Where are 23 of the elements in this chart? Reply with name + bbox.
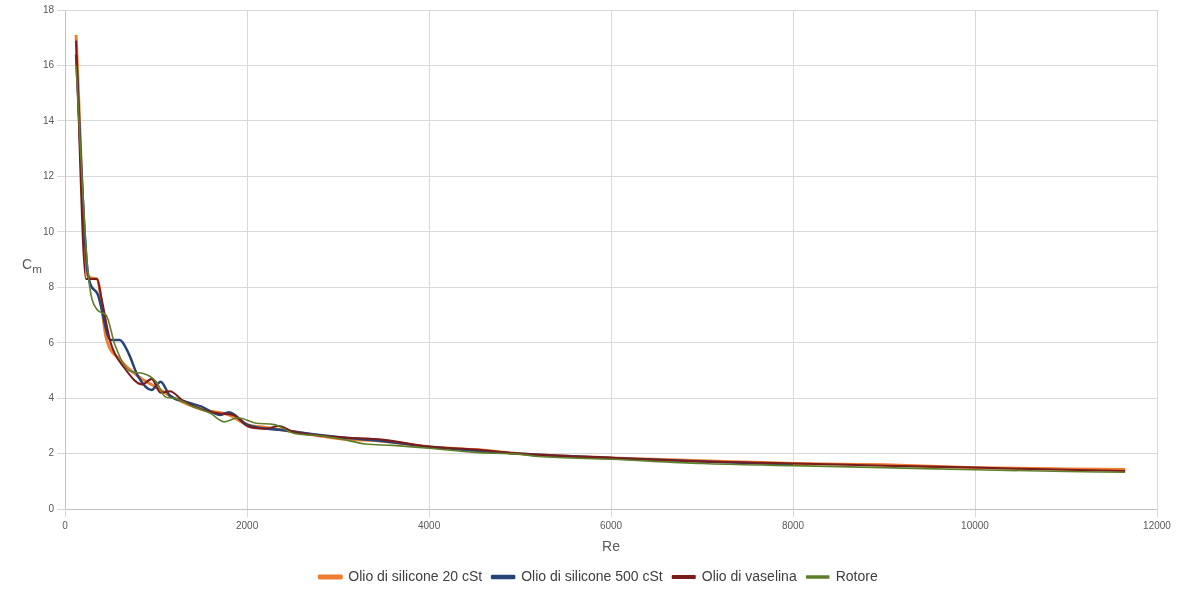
- x-tick-label: 0: [62, 519, 69, 531]
- x-tick-label: 12000: [1143, 519, 1172, 531]
- legend-label: Olio di vaselina: [701, 567, 797, 584]
- x-tick-label: 8000: [781, 519, 805, 531]
- y-axis-title: C$_{m}$: [22, 256, 42, 275]
- x-tick-label: 6000: [599, 519, 623, 531]
- legend-label: Rotore: [835, 567, 878, 584]
- y-tick-label: 18: [43, 3, 55, 15]
- y-tick-label: 6: [48, 336, 55, 348]
- y-tick-label: 8: [48, 281, 55, 293]
- x-tick-label: 10000: [961, 519, 990, 531]
- y-tick-label: 10: [43, 225, 55, 237]
- x-tick-label: 2000: [235, 519, 259, 531]
- y-tick-label: 4: [48, 392, 55, 404]
- y-tick-label: 12: [43, 170, 55, 182]
- y-tick-label: 0: [48, 502, 55, 514]
- x-tick-label: 4000: [417, 519, 441, 531]
- y-tick-label: 2: [48, 447, 55, 459]
- legend-label: Olio di silicone 20 cSt: [348, 567, 483, 584]
- y-tick-label: 16: [43, 59, 55, 71]
- y-tick-label: 14: [43, 114, 55, 126]
- legend-label: Olio di silicone 500 cSt: [521, 567, 663, 584]
- x-axis-title: Re: [602, 538, 621, 555]
